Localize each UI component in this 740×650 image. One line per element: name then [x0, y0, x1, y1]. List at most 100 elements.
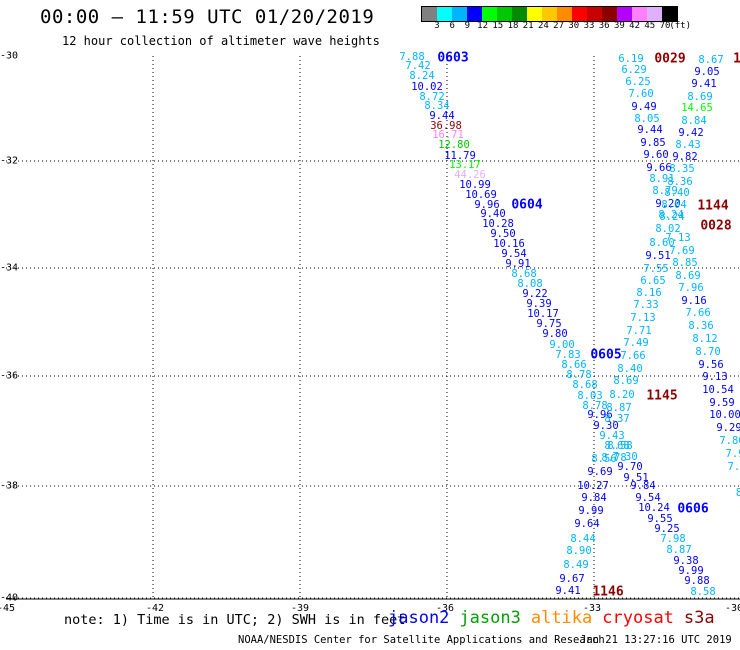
pass-time-label: 0028 — [700, 218, 732, 234]
wave-height-value: 9.54 — [501, 247, 527, 260]
wave-height-value: 9.75 — [536, 317, 562, 330]
wave-height-value: 9.44 — [637, 123, 663, 136]
wave-height-value: 10.24 — [638, 501, 670, 514]
wave-height-value: 8.68 — [511, 267, 537, 280]
wave-height-value: 8.87 — [606, 401, 632, 414]
wave-height-value: 9.99 — [678, 564, 704, 577]
wave-height-value: 8.24 — [659, 210, 685, 223]
color-scale-label: 21 — [522, 21, 534, 31]
wave-height-value: 9.20 — [655, 197, 681, 210]
wave-height-value: 7.66 — [620, 349, 646, 362]
wave-height-value: 8.20 — [609, 388, 635, 401]
wave-height-value: 9.44 — [429, 109, 455, 122]
wave-height-value: 9.64 — [574, 517, 600, 530]
wave-height-value: 9.16 — [681, 294, 707, 307]
wave-height-value: 9.55 — [647, 512, 673, 525]
color-scale-label: 33 — [583, 21, 595, 31]
legend-item-cryosat: cryosat — [602, 608, 674, 628]
wave-height-value: 8.12 — [692, 332, 718, 345]
wave-height-value: 7.33 — [633, 298, 659, 311]
wave-height-value: 8.87 — [666, 543, 692, 556]
pass-time-label: 0606 — [677, 501, 709, 517]
wave-height-value: 9.00 — [549, 338, 575, 351]
wave-height-value: 8.90 — [566, 544, 592, 557]
wave-height-value: 8.79 — [652, 184, 678, 197]
wave-height-value: 9.56 — [698, 358, 724, 371]
pass-time-label: 1145 — [646, 388, 678, 404]
wave-height-value: 9.60 — [643, 148, 669, 161]
wave-height-value: 8.69 — [613, 374, 639, 387]
wave-height-value: 8.04 — [661, 198, 687, 211]
wave-height-value: 14.65 — [681, 101, 713, 114]
color-swatch-15 — [647, 7, 662, 21]
wave-height-value: 36.98 — [430, 119, 462, 132]
wave-height-value: 8.40 — [664, 186, 690, 199]
wave-height-value: 6.19 — [618, 52, 644, 65]
wave-height-value: 9.50 — [490, 227, 516, 240]
wave-height-value: 7.66 — [685, 306, 711, 319]
wave-height-value: 9.22 — [522, 287, 548, 300]
pass-time-label: 0604 — [511, 197, 543, 213]
color-swatch-12 — [602, 7, 617, 21]
wave-height-value: 9.51 — [645, 249, 671, 262]
wave-height-value: 10.54 — [702, 383, 734, 396]
wave-height-value: 10.27 — [577, 479, 609, 492]
latitude-label: -40 — [0, 592, 19, 604]
color-scale-label: 6 — [449, 21, 455, 31]
wave-height-value: 8.67 — [698, 53, 724, 66]
wave-height-value: 8.44 — [570, 532, 596, 545]
wave-height-value: 8.84 — [681, 114, 707, 127]
wave-height-value: 9.43 — [599, 429, 625, 442]
wave-height-value: 8.68 — [604, 439, 630, 452]
color-swatch-6 — [512, 7, 527, 21]
wave-height-value: 9.69 — [587, 465, 613, 478]
color-scale-label: 18 — [507, 21, 519, 31]
wave-height-value: 44.26 — [454, 168, 486, 181]
wave-height-value: 9.38 — [673, 554, 699, 567]
wave-height-value: 9.66 — [646, 161, 672, 174]
wave-height-value: 8.72 — [419, 90, 445, 103]
generation-timestamp: Jan 21 13:27:16 UTC 2019 — [580, 634, 732, 646]
wave-height-value: 9.42 — [678, 126, 704, 139]
wave-height-value: 7.30 — [612, 450, 638, 463]
wave-height-value: 9.41 — [555, 584, 581, 597]
wave-height-value: 10.99 — [459, 178, 491, 191]
wave-height-value: 7.1 — [727, 460, 740, 473]
wave-height-value: 7.96 — [678, 281, 704, 294]
wave-height-value: 7.60 — [628, 87, 654, 100]
color-scale-label: 42 — [629, 21, 641, 31]
wave-height-value: 9.39 — [526, 297, 552, 310]
wave-height-value: 8.58 — [607, 439, 633, 452]
longitude-label: -30 — [724, 603, 740, 614]
map-title: 00:00 – 11:59 UTC 01/20/2019 — [40, 6, 375, 28]
color-scale-label: (ft) — [669, 21, 692, 31]
wave-height-value: 8.05 — [634, 112, 660, 125]
longitude-label: -42 — [145, 603, 165, 614]
wave-height-value: 8.24 — [658, 208, 684, 221]
wave-height-value: 9.88 — [684, 574, 710, 587]
wave-height-value: 8.69 — [687, 90, 713, 103]
wave-height-value: 8.91 — [649, 172, 675, 185]
wave-height-value: 6.25 — [625, 75, 651, 88]
legend-item-altika: altika — [530, 608, 593, 628]
color-swatch-4 — [482, 7, 497, 21]
wave-height-value: 8.78 — [601, 451, 627, 464]
wave-height-value: 7.9 — [725, 447, 740, 460]
wave-height-value: 9.49 — [631, 100, 657, 113]
longitude-label: -33 — [582, 603, 602, 614]
color-scale-label: 70 — [659, 21, 671, 31]
legend-item-s3a: s3a — [683, 608, 715, 628]
wave-height-value: 8.08 — [517, 277, 543, 290]
wave-height-value: 7.13 — [665, 231, 691, 244]
satellite-legend: jason2 jason3 altika cryosat s3a — [388, 608, 725, 628]
wave-height-value: 10.17 — [527, 307, 559, 320]
wave-height-value: 8.35 — [669, 162, 695, 175]
color-scale-label: 30 — [568, 21, 580, 31]
wave-height-value: 9.05 — [694, 65, 720, 78]
latitude-label: -38 — [0, 480, 19, 492]
wave-height-value: 9.84 — [630, 479, 656, 492]
color-swatch-7 — [527, 7, 542, 21]
wave-height-value: 9.40 — [480, 207, 506, 220]
pass-time-label: 0605 — [590, 347, 622, 363]
wave-height-value: 8.02 — [655, 222, 681, 235]
